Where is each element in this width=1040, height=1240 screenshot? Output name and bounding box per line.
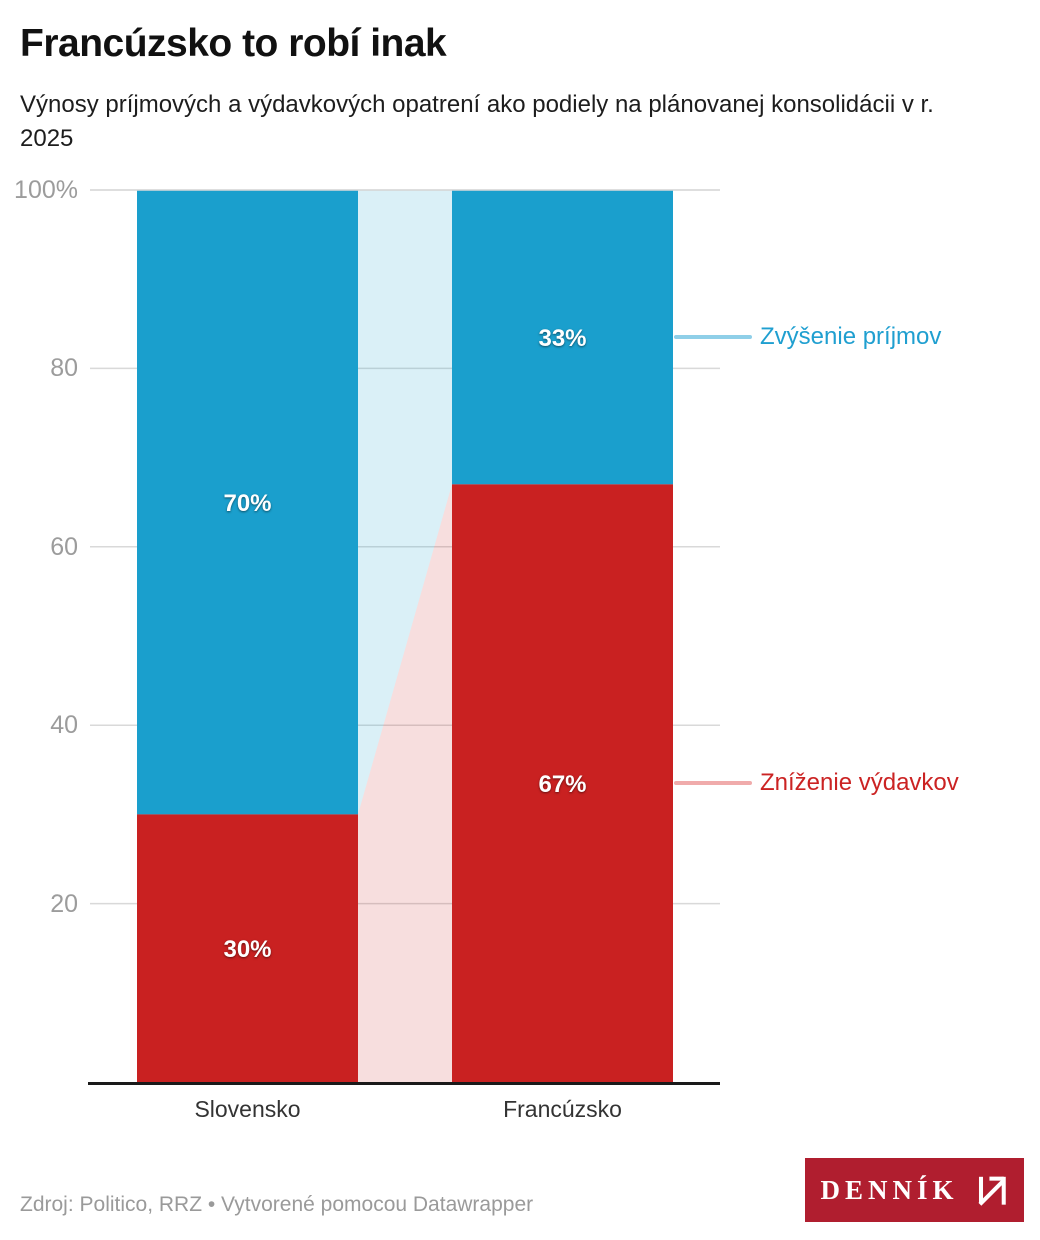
legend-connector-line (674, 335, 752, 340)
bar-value-label: 30% (223, 936, 271, 963)
chart-title: Francúzsko to robí inak (20, 22, 447, 65)
bar-segment-slovensko-increase (137, 190, 358, 815)
x-axis-category-label: Francúzsko (503, 1096, 622, 1122)
bar-segment-francúzsko-increase (452, 190, 673, 485)
bar-value-label: 67% (538, 771, 586, 798)
bar-segment-slovensko-decrease (137, 814, 358, 1082)
source-attribution: Zdroj: Politico, RRZ • Vytvorené pomocou… (20, 1193, 534, 1216)
dennik-n-logo: DENNÍK (805, 1158, 1024, 1222)
ribbon-increase-income (358, 190, 452, 815)
y-axis-tick-label: 80 (50, 354, 78, 383)
bar-value-label: 33% (538, 325, 586, 352)
bar-value-label: 70% (223, 490, 271, 517)
bar-segment-francúzsko-decrease (452, 484, 673, 1082)
dennik-n-logo-text: DENNÍK (820, 1174, 959, 1205)
stacked-bar-chart: 70% 30% 33% 67% (88, 189, 720, 1085)
dennik-n-logo-icon (977, 1176, 1006, 1206)
y-axis-tick-label: 60 (50, 532, 78, 561)
legend-label: Zvýšenie príjmov (760, 323, 942, 351)
ribbon-decrease-spending (358, 484, 452, 1082)
chart-subtitle: Výnosy príjmových a výdavkových opatrení… (20, 91, 934, 152)
y-axis-tick-label: 40 (50, 711, 78, 740)
y-axis-tick-label: 100% (14, 176, 78, 204)
legend-connector-line (674, 781, 752, 786)
x-axis-category-label: Slovensko (194, 1096, 301, 1122)
y-axis-tick-label: 20 (50, 889, 78, 918)
legend-label: Zníženie výdavkov (760, 769, 959, 797)
